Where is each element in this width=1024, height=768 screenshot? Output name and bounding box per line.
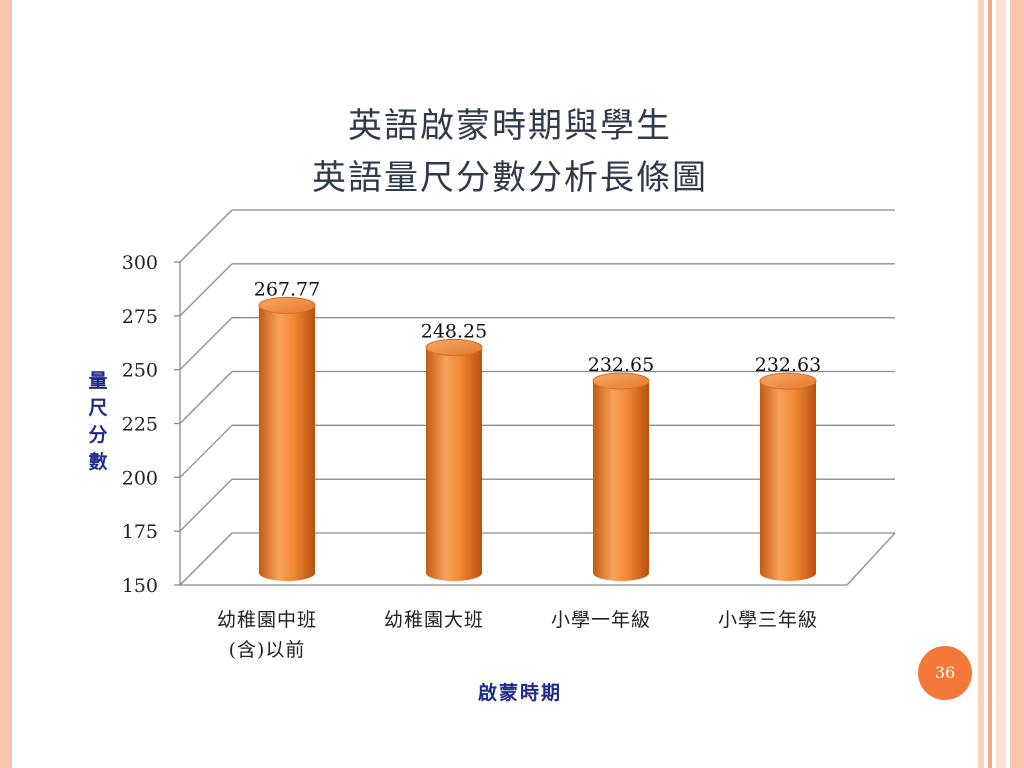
gridline	[179, 263, 895, 317]
gridline	[179, 317, 895, 371]
data-label: 232.65	[588, 354, 654, 376]
x-tick-label: 幼稚園中班	[217, 609, 317, 631]
x-axis-title: 啟蒙時期	[477, 682, 562, 704]
bar	[759, 372, 817, 581]
data-label: 248.25	[421, 320, 487, 342]
gridline	[179, 370, 895, 424]
gridline	[179, 209, 895, 263]
data-label: 232.63	[755, 354, 821, 376]
bar	[258, 296, 316, 581]
floor-right-edge	[846, 532, 896, 586]
y-axis-ticks: 150 175 200 225 250 275 300	[122, 252, 180, 597]
y-tick-label: 275	[122, 306, 158, 328]
y-tick-label: 250	[122, 360, 158, 382]
y-axis-title: 量尺分數	[88, 370, 108, 473]
y-tick-label: 300	[122, 252, 158, 274]
y-tick-label: 200	[122, 467, 158, 489]
page-number-badge: 36	[918, 646, 972, 700]
slide-title-line1: 英語啟蒙時期與學生	[348, 106, 672, 146]
data-labels: 267.77 248.25 232.65 232.63	[254, 278, 821, 376]
chart-bars	[258, 296, 817, 581]
slide-frame-left	[0, 0, 12, 768]
data-label: 267.77	[254, 278, 320, 300]
slide-title-line2: 英語量尺分數分析長條圖	[312, 158, 708, 198]
x-tick-label: (含)以前	[229, 639, 306, 661]
bar	[592, 372, 650, 581]
x-tick-label: 幼稚園大班	[384, 609, 484, 631]
bar	[425, 338, 483, 581]
x-tick-label: 小學一年級	[551, 609, 651, 631]
x-tick-label: 小學三年級	[718, 609, 818, 631]
y-tick-label: 225	[122, 414, 158, 436]
y-tick-label: 175	[122, 521, 158, 543]
x-axis-ticks: 幼稚園中班 (含)以前 幼稚園大班 小學一年級 小學三年級	[217, 609, 818, 661]
y-tick-label: 150	[122, 575, 158, 597]
slide-frame-right	[978, 0, 1024, 768]
